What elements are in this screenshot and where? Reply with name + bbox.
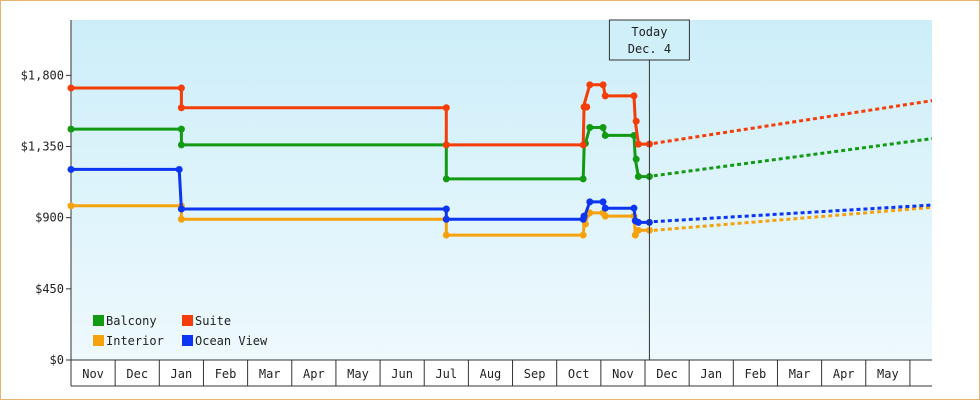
- month-label: Jul: [435, 367, 457, 381]
- data-point[interactable]: [601, 212, 609, 220]
- data-point[interactable]: [442, 104, 450, 112]
- data-point[interactable]: [634, 218, 642, 226]
- legend-swatch-suite: [182, 315, 193, 326]
- series-layer: [67, 81, 933, 239]
- y-tick-label: $900: [35, 211, 64, 225]
- series-line-suite: [71, 83, 650, 147]
- forecast-line-balcony: [653, 137, 933, 178]
- legend-swatch-balcony: [93, 315, 104, 326]
- month-label: Jan: [700, 367, 722, 381]
- data-point[interactable]: [177, 104, 185, 112]
- series-ocean-view: [67, 165, 933, 226]
- month-label: Oct: [568, 367, 590, 381]
- y-tick-label: $450: [35, 282, 64, 296]
- data-point[interactable]: [634, 173, 642, 181]
- data-point[interactable]: [586, 124, 594, 132]
- plot-area: [71, 20, 932, 360]
- today-label: Today: [631, 25, 667, 39]
- today-date: Dec. 4: [628, 42, 671, 56]
- month-label: Nov: [82, 367, 104, 381]
- series-line-balcony: [71, 126, 650, 181]
- series-balcony: [67, 124, 933, 183]
- data-point[interactable]: [579, 141, 587, 149]
- data-point[interactable]: [583, 103, 591, 111]
- legend-swatch-ocean-view: [182, 335, 193, 346]
- x-axis: Nov Dec Jan Feb Mar Apr May Jun Jul Aug Sep Oct Nov D…: [70, 359, 932, 387]
- y-axis: $0 $450 $900 $1,350 $1,800: [21, 20, 72, 367]
- today-box: [608, 19, 690, 61]
- data-point[interactable]: [442, 175, 450, 183]
- data-point[interactable]: [601, 204, 609, 212]
- forecast-line-ocean-view: [653, 203, 933, 224]
- data-point[interactable]: [634, 140, 642, 148]
- data-point[interactable]: [67, 165, 75, 173]
- legend-label-balcony: Balcony: [106, 314, 157, 328]
- data-point[interactable]: [442, 231, 450, 239]
- legend-label-suite: Suite: [195, 314, 231, 328]
- y-tick-label: $0: [50, 353, 64, 367]
- data-point[interactable]: [579, 231, 587, 239]
- data-point[interactable]: [442, 141, 450, 149]
- data-point[interactable]: [67, 202, 75, 210]
- data-point[interactable]: [586, 198, 594, 206]
- data-point[interactable]: [177, 125, 185, 133]
- data-point[interactable]: [634, 226, 642, 234]
- data-point[interactable]: [599, 124, 607, 132]
- month-label: Aug: [480, 367, 502, 381]
- data-point[interactable]: [630, 204, 638, 212]
- month-label: Apr: [303, 367, 325, 381]
- month-label: Mar: [789, 367, 811, 381]
- data-point[interactable]: [442, 215, 450, 223]
- data-point[interactable]: [601, 92, 609, 100]
- legend-label-interior: Interior: [106, 334, 164, 348]
- month-label: Jan: [171, 367, 193, 381]
- data-point[interactable]: [177, 215, 185, 223]
- month-label: Feb: [215, 367, 237, 381]
- today-marker: Today Dec. 4: [608, 19, 690, 360]
- series-suite: [67, 81, 933, 149]
- y-tick-label: $1,800: [21, 68, 64, 82]
- legend: Balcony Suite Interior Ocean View: [93, 314, 268, 348]
- forecast-line-suite: [653, 99, 933, 145]
- data-point[interactable]: [67, 125, 75, 133]
- month-label: Apr: [833, 367, 855, 381]
- month-label: Feb: [745, 367, 767, 381]
- data-point[interactable]: [586, 209, 594, 217]
- y-tick-label: $1,350: [21, 140, 64, 154]
- month-label: Dec: [656, 367, 678, 381]
- month-label: May: [877, 367, 899, 381]
- legend-swatch-interior: [93, 335, 104, 346]
- data-point[interactable]: [601, 131, 609, 139]
- data-point[interactable]: [586, 81, 594, 89]
- data-point[interactable]: [599, 81, 607, 89]
- data-point[interactable]: [442, 205, 450, 213]
- month-label: May: [347, 367, 369, 381]
- data-point[interactable]: [630, 92, 638, 100]
- data-point[interactable]: [579, 175, 587, 183]
- forecast-line-interior: [653, 205, 933, 232]
- data-point[interactable]: [177, 141, 185, 149]
- month-label: Dec: [126, 367, 148, 381]
- month-label: Sep: [524, 367, 546, 381]
- data-point[interactable]: [632, 155, 640, 163]
- month-label: Nov: [612, 367, 634, 381]
- data-point[interactable]: [599, 198, 607, 206]
- month-label: Jun: [391, 367, 413, 381]
- data-point[interactable]: [632, 117, 640, 125]
- data-point[interactable]: [175, 165, 183, 173]
- data-point[interactable]: [67, 84, 75, 92]
- month-label: Mar: [259, 367, 281, 381]
- data-point[interactable]: [177, 84, 185, 92]
- data-point[interactable]: [580, 212, 588, 220]
- legend-label-ocean-view: Ocean View: [195, 334, 268, 348]
- data-point[interactable]: [177, 205, 185, 213]
